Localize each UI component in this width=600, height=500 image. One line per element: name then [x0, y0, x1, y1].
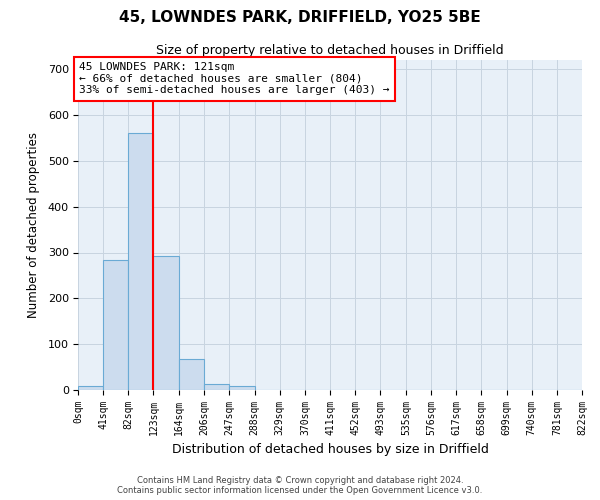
- Text: Contains HM Land Registry data © Crown copyright and database right 2024.
Contai: Contains HM Land Registry data © Crown c…: [118, 476, 482, 495]
- Bar: [154, 256, 179, 390]
- Bar: [103, 260, 128, 390]
- Bar: [78, 386, 103, 390]
- Bar: [179, 359, 203, 390]
- Text: 45 LOWNDES PARK: 121sqm
← 66% of detached houses are smaller (804)
33% of semi-d: 45 LOWNDES PARK: 121sqm ← 66% of detache…: [79, 62, 390, 96]
- Bar: [128, 134, 154, 390]
- Text: 45, LOWNDES PARK, DRIFFIELD, YO25 5BE: 45, LOWNDES PARK, DRIFFIELD, YO25 5BE: [119, 10, 481, 25]
- Bar: [205, 384, 229, 390]
- Y-axis label: Number of detached properties: Number of detached properties: [26, 132, 40, 318]
- X-axis label: Distribution of detached houses by size in Driffield: Distribution of detached houses by size …: [172, 444, 488, 456]
- Bar: [229, 386, 254, 390]
- Title: Size of property relative to detached houses in Driffield: Size of property relative to detached ho…: [156, 44, 504, 58]
